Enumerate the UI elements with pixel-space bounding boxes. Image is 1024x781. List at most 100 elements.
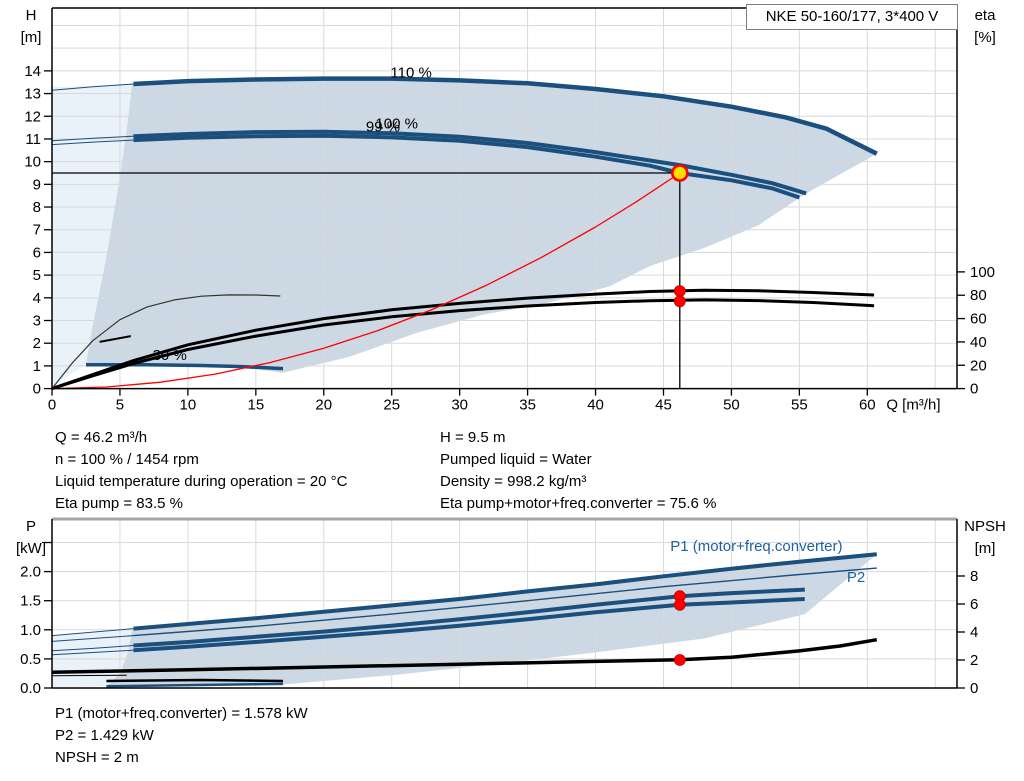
svg-text:25: 25	[383, 397, 400, 414]
info-line-eta-total: Eta pump+motor+freq.converter = 75.6 %	[440, 495, 717, 512]
svg-text:[m]: [m]	[21, 29, 42, 46]
svg-text:20: 20	[970, 357, 987, 374]
info-line-density: Density = 998.2 kg/m³	[440, 473, 587, 490]
svg-text:100: 100	[970, 264, 995, 281]
info-line-flow: Q = 46.2 m³/h	[55, 429, 148, 446]
curve-system-curve	[51, 172, 681, 390]
svg-text:0: 0	[33, 381, 41, 398]
curve-eta-pump	[51, 288, 875, 391]
curve-speed-99	[133, 133, 801, 200]
svg-text:40: 40	[970, 334, 987, 351]
curve-p1-100	[51, 645, 134, 652]
operating-point-text-left: Q = 46.2 m³/h n = 100 % / 1454 rpm Liqui…	[55, 427, 347, 515]
svg-text:7: 7	[33, 222, 41, 239]
info-line-p1: P1 (motor+freq.converter) = 1.578 kW	[55, 705, 308, 722]
info-line-speed: n = 100 % / 1454 rpm	[55, 451, 199, 468]
tick-marks	[44, 541, 965, 689]
svg-text:35: 35	[519, 397, 536, 414]
region-envelope-dark	[86, 78, 877, 373]
svg-text:2: 2	[33, 335, 41, 352]
curve-speed-100	[133, 129, 807, 196]
tick-labels: 0 5 10 15 20 25 30 35 40 45 50 55 600123456789101112…	[21, 7, 997, 414]
curve-p2-99	[51, 649, 134, 656]
power-text-block: P1 (motor+freq.converter) = 1.578 kW P2 …	[55, 703, 308, 769]
info-line-temperature: Liquid temperature during operation = 20…	[55, 473, 348, 490]
curve-label: 110 %	[390, 65, 431, 82]
tick-marks	[44, 70, 965, 396]
curve-p2-110	[133, 567, 877, 637]
svg-text:5: 5	[33, 267, 41, 284]
svg-text:60: 60	[859, 397, 876, 414]
svg-text:0.0: 0.0	[20, 680, 41, 697]
svg-text:[%]: [%]	[974, 29, 996, 46]
curve-label: P2	[847, 569, 865, 586]
svg-text:NPSH: NPSH	[964, 518, 1006, 535]
curve-label: 100 %	[375, 116, 418, 133]
power-npsh-chart: P1 (motor+freq.converter)P20.00.51.01.52…	[16, 517, 1006, 697]
curve-speed-99	[51, 139, 134, 146]
info-line-head: H = 9.5 m	[440, 429, 506, 446]
svg-text:[m]: [m]	[975, 540, 996, 557]
svg-text:11: 11	[25, 131, 41, 148]
curve-npsh	[51, 637, 878, 675]
svg-text:2.0: 2.0	[20, 564, 41, 581]
curve-p-30	[106, 682, 284, 688]
curve-p-aux	[51, 674, 127, 677]
curve-eta-reduced-stub	[99, 335, 131, 343]
svg-text:40: 40	[587, 397, 604, 414]
svg-text:1: 1	[33, 358, 41, 375]
svg-text:10: 10	[24, 154, 41, 171]
svg-text:80: 80	[970, 287, 987, 304]
curve-label: P1 (motor+freq.converter)	[670, 538, 842, 555]
svg-text:eta: eta	[975, 7, 997, 24]
curve-p1-110	[51, 628, 134, 637]
duty-point[interactable]	[670, 164, 689, 182]
svg-text:Q [m³/h]: Q [m³/h]	[886, 397, 940, 414]
svg-text:[kW]: [kW]	[16, 540, 46, 557]
svg-text:8: 8	[33, 199, 41, 216]
curve-label: 30 %	[153, 347, 187, 364]
curve-p2-110	[51, 635, 134, 642]
marker-npsh	[673, 654, 686, 666]
svg-text:0: 0	[48, 397, 56, 414]
svg-text:3: 3	[33, 313, 41, 330]
svg-text:20: 20	[315, 397, 332, 414]
svg-text:13: 13	[24, 86, 41, 103]
svg-text:0.5: 0.5	[20, 651, 41, 668]
info-line-p2: P2 = 1.429 kW	[55, 727, 154, 744]
region-envelope-light	[52, 84, 133, 385]
info-line-liquid: Pumped liquid = Water	[440, 451, 592, 468]
curve-speed-110	[133, 76, 878, 156]
svg-text:1.0: 1.0	[20, 622, 41, 639]
curve-label: 99 %	[366, 119, 400, 136]
pump-name: NKE 50-160/177, 3*400 V	[765, 8, 939, 25]
tick-labels: 0.0 0.5 1.0 1.5 2.0 0 2 4 6 8 P [kW] NPSH [m]	[16, 518, 1006, 697]
svg-text:1.5: 1.5	[20, 593, 41, 610]
svg-text:2: 2	[970, 652, 978, 669]
curve-p2-99	[133, 597, 805, 653]
pump-name-box: NKE 50-160/177, 3*400 V	[746, 4, 958, 30]
svg-text:6: 6	[33, 244, 41, 261]
svg-text:8: 8	[970, 568, 978, 585]
svg-text:50: 50	[723, 397, 740, 414]
head-flow-chart: 110 %100 %99 %30 %0 5 10 15 20 25 30 35 40 45 50 55…	[21, 7, 997, 414]
svg-text:4: 4	[970, 624, 978, 641]
svg-text:45: 45	[655, 397, 672, 414]
curve-npsh-30	[106, 678, 284, 683]
info-line-eta-pump: Eta pump = 83.5 %	[55, 495, 183, 512]
curve-p1-100	[133, 587, 805, 648]
svg-text:0: 0	[970, 381, 978, 398]
curve-eta-total	[51, 298, 875, 391]
svg-text:30: 30	[451, 397, 468, 414]
curve-eta-reduced-speed	[51, 294, 281, 389]
svg-text:12: 12	[24, 108, 41, 125]
svg-text:9: 9	[33, 176, 41, 193]
info-line-npsh: NPSH = 2 m	[55, 749, 139, 766]
svg-text:60: 60	[970, 311, 987, 328]
curve-p1-110	[133, 552, 877, 631]
svg-text:P: P	[26, 518, 36, 535]
svg-text:6: 6	[970, 596, 978, 613]
svg-text:H: H	[26, 7, 37, 24]
marker-p2	[673, 598, 686, 611]
